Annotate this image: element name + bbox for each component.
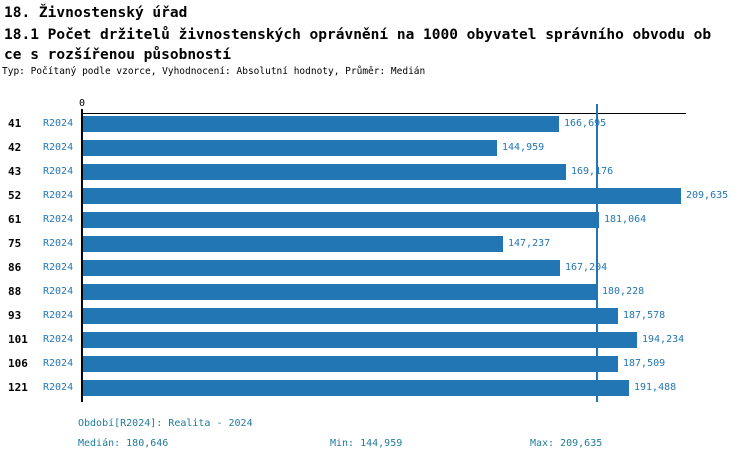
series-label: R2024 <box>43 358 74 369</box>
series-label: R2024 <box>43 310 74 321</box>
median-line <box>596 104 598 402</box>
value-label: 191,488 <box>634 382 677 393</box>
series-label: R2024 <box>43 118 74 129</box>
bar <box>83 188 681 204</box>
category-label: 121 <box>8 381 28 394</box>
value-label: 180,228 <box>602 286 645 297</box>
value-label: 187,509 <box>623 358 666 369</box>
bar <box>83 284 597 300</box>
bar <box>83 236 503 252</box>
value-label: 167,204 <box>565 262 608 273</box>
value-label: 181,064 <box>604 214 647 225</box>
series-label: R2024 <box>43 334 74 345</box>
bar <box>83 356 618 372</box>
value-label: 169,176 <box>571 166 614 177</box>
series-label: R2024 <box>43 238 74 249</box>
value-label: 144,959 <box>502 142 545 153</box>
min-stat: Min: 144,959 <box>330 438 403 449</box>
category-label: 86 <box>8 261 22 274</box>
series-label: R2024 <box>43 382 74 393</box>
category-label: 42 <box>8 141 22 154</box>
value-label: 194,234 <box>642 334 685 345</box>
section-title: 18. Živnostenský úřad <box>4 5 188 21</box>
median-stat: Medián: 180,646 <box>78 438 169 449</box>
category-label: 52 <box>8 189 22 202</box>
bar <box>83 140 497 156</box>
indicator-title-line1: 18.1 Počet držitelů živnostenských opráv… <box>4 27 712 43</box>
bar <box>83 332 637 348</box>
series-label: R2024 <box>43 286 74 297</box>
series-label: R2024 <box>43 142 74 153</box>
category-label: 41 <box>8 117 22 130</box>
category-label: 43 <box>8 165 22 178</box>
category-label: 75 <box>8 237 22 250</box>
series-label: R2024 <box>43 262 74 273</box>
bar <box>83 116 559 132</box>
bar <box>83 212 599 228</box>
series-label: R2024 <box>43 190 74 201</box>
bar <box>83 380 629 396</box>
max-stat: Max: 209,635 <box>530 438 603 449</box>
bar <box>83 260 560 276</box>
value-label: 209,635 <box>686 190 729 201</box>
category-label: 93 <box>8 309 22 322</box>
bar <box>83 308 618 324</box>
period-label: Období[R2024]: Realita - 2024 <box>78 418 253 429</box>
category-label: 101 <box>8 333 28 346</box>
indicator-meta: Typ: Počítaný podle vzorce, Vyhodnocení:… <box>2 66 426 77</box>
value-label: 147,237 <box>508 238 551 249</box>
indicator-title-line2: ce s rozšířenou působností <box>4 47 231 63</box>
bar <box>83 164 566 180</box>
category-label: 61 <box>8 213 22 226</box>
value-label: 187,578 <box>623 310 666 321</box>
value-label: 166,695 <box>564 118 607 129</box>
series-label: R2024 <box>43 166 74 177</box>
axis-zero-label: 0 <box>78 98 86 109</box>
series-label: R2024 <box>43 214 74 225</box>
x-axis-top-border <box>82 113 686 114</box>
category-label: 88 <box>8 285 22 298</box>
y-axis-line <box>81 109 83 402</box>
category-label: 106 <box>8 357 28 370</box>
